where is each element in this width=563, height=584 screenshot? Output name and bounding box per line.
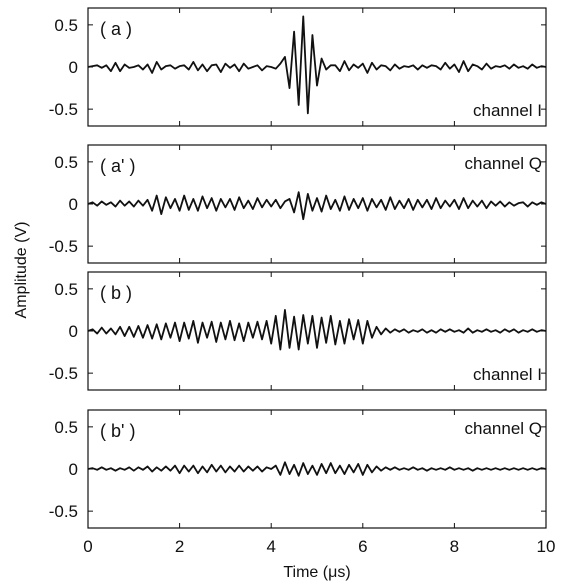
y-tick-label: 0 [69, 322, 78, 341]
y-tick-label: -0.5 [49, 237, 78, 256]
panels-group: 0.5 0 -0.5 ( a ) channel I 0.5 0 -0.5 ( a' ) chan… [49, 7, 547, 529]
channel-label: channel I [473, 365, 542, 384]
panel-label: ( b' ) [100, 421, 135, 441]
y-tick-label: -0.5 [49, 364, 78, 383]
x-tick-label: 2 [175, 537, 184, 556]
y-tick-label: 0.5 [54, 153, 78, 172]
x-tick-label: 6 [358, 537, 367, 556]
panel-label: ( a' ) [100, 156, 135, 176]
y-tick-label: 0 [69, 195, 78, 214]
x-axis-title: Time (μs) [283, 564, 350, 581]
x-tick-label: 10 [537, 537, 556, 556]
y-axis-title: Amplitude (V) [13, 222, 30, 319]
panel-1: 0.5 0 -0.5 ( a' ) channel Q [49, 144, 547, 264]
x-tick-label: 8 [450, 537, 459, 556]
y-tick-label: 0.5 [54, 16, 78, 35]
y-tick-label: 0 [69, 460, 78, 479]
x-axis-ticks: 0 2 4 6 8 10 [83, 537, 555, 556]
y-tick-label: 0 [69, 58, 78, 77]
panel-2: 0.5 0 -0.5 ( b ) channel I [49, 271, 547, 391]
panel-0: 0.5 0 -0.5 ( a ) channel I [49, 7, 547, 127]
channel-label: channel Q [465, 154, 543, 173]
channel-label: channel I [473, 101, 542, 120]
panel-label: ( a ) [100, 19, 132, 39]
panel-3: 0.5 0 -0.5 ( b' ) channel Q [49, 409, 547, 529]
series-line [87, 309, 547, 351]
y-tick-label: 0.5 [54, 280, 78, 299]
series-line [87, 15, 547, 115]
series-line [87, 461, 547, 477]
panel-label: ( b ) [100, 283, 132, 303]
series-line [87, 191, 547, 221]
channel-label: channel Q [465, 419, 543, 438]
y-tick-label: -0.5 [49, 502, 78, 521]
x-tick-label: 4 [266, 537, 275, 556]
y-tick-label: 0.5 [54, 418, 78, 437]
x-tick-label: 0 [83, 537, 92, 556]
y-tick-label: -0.5 [49, 100, 78, 119]
